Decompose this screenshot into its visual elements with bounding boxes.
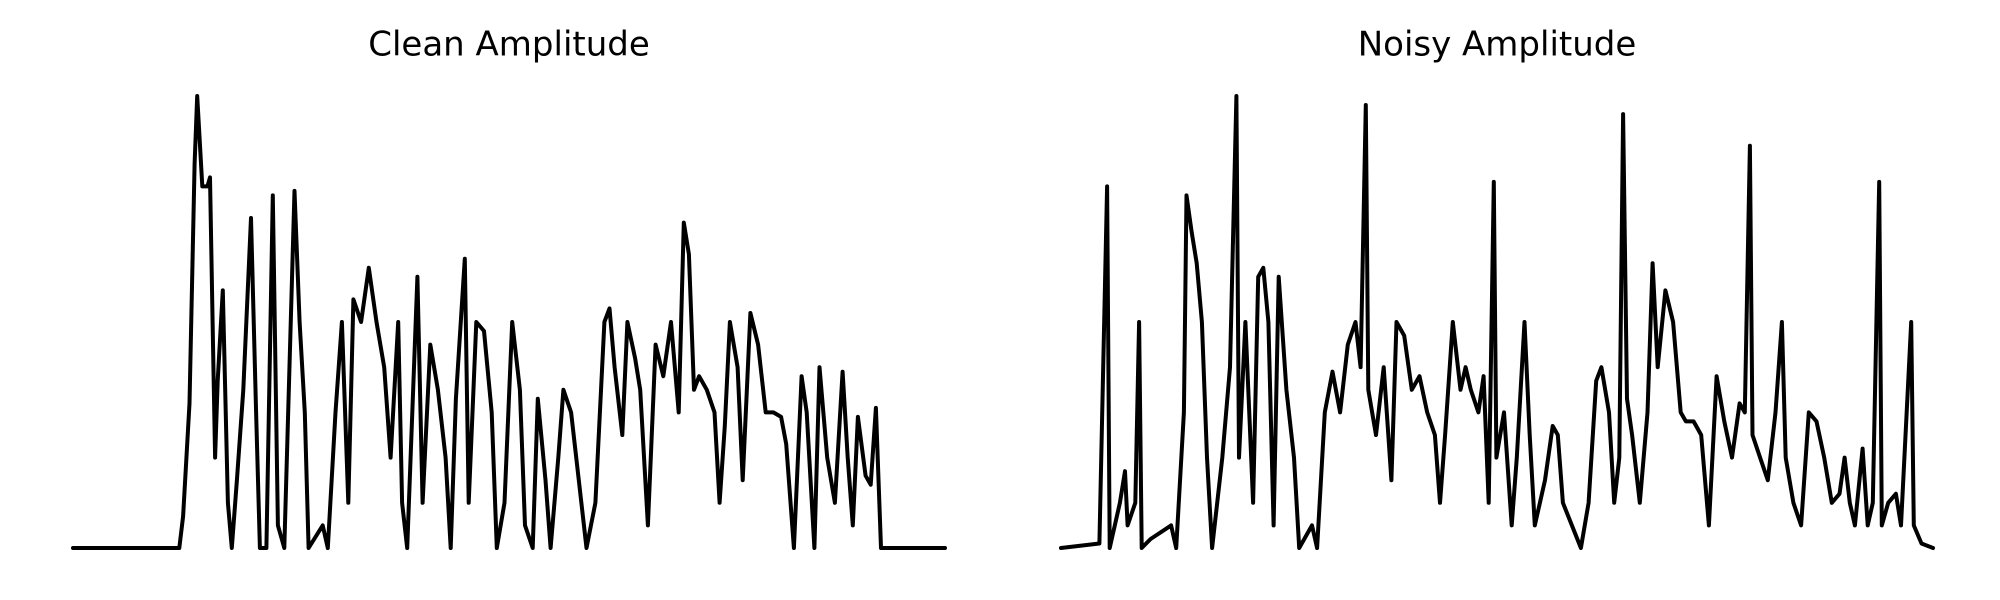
chart-title: Clean Amplitude bbox=[368, 25, 650, 65]
amplitude-line bbox=[1059, 94, 1935, 550]
amplitude-line bbox=[71, 94, 947, 550]
chart-title: Noisy Amplitude bbox=[1358, 25, 1637, 65]
